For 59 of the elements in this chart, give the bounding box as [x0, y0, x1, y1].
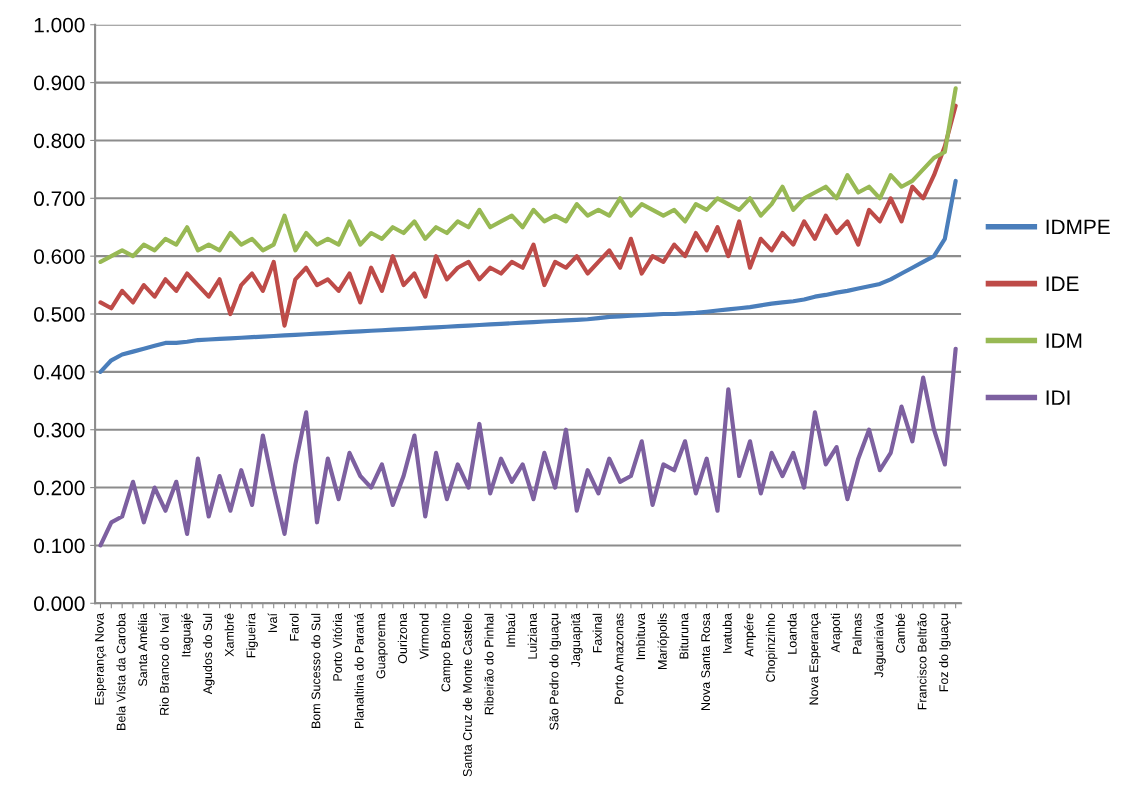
y-tick-label: 0.400	[34, 364, 85, 380]
x-tick-label: Farol	[289, 613, 299, 641]
x-tick-label: Cambé	[895, 613, 905, 653]
y-tick-label: 0.800	[34, 133, 85, 149]
x-tick-label: Nova Esperança	[809, 613, 821, 705]
y-tick-label: 1.000	[34, 17, 85, 33]
x-tick-label: Virmond	[419, 613, 429, 660]
y-tick-label: 0.100	[34, 538, 85, 554]
x-tick-label: Itaguajé	[181, 613, 193, 657]
legend-label: IDMPE	[1046, 219, 1110, 235]
x-tick-label: Jaguapitã	[570, 613, 583, 668]
x-tick-label: Jaguariaíva	[873, 613, 886, 678]
legend-label: IDM	[1046, 333, 1082, 348]
x-tick-label: Porto Vitória	[332, 613, 342, 681]
x-tick-label: Ivatuba	[722, 613, 732, 653]
x-tick-label: Imbaú	[505, 613, 516, 647]
x-tick-label: Bela Vista da Caroba	[116, 613, 126, 730]
line-series	[98, 346, 958, 548]
x-tick-label: Rio Branco do Ivaí	[159, 613, 169, 715]
x-tick-label: Palmas	[852, 613, 862, 654]
x-tick-label: Planaltina do Paraná	[354, 613, 364, 729]
x-tick-label: Luiziana	[527, 613, 537, 659]
x-tick-label: Nova Santa Rosa	[701, 613, 711, 710]
x-tick-label: Campo Bonito	[441, 613, 453, 692]
y-tick-label: 0.200	[34, 480, 85, 496]
y-tick-label: 0.000	[34, 596, 85, 612]
y-tick-label: 0.900	[34, 75, 85, 91]
legend-label: IDI	[1046, 390, 1070, 405]
x-tick-label: São Pedro do Iguaçu	[549, 613, 561, 730]
y-tick-label: 0.700	[34, 191, 85, 207]
x-tick-label: Ribeirão do Pinhal	[484, 613, 494, 715]
x-tick-label: Imbituva	[635, 613, 646, 660]
x-tick-label: Faxinal	[592, 613, 602, 653]
legend-label: IDE	[1046, 276, 1079, 291]
x-tick-label: Agudos do Sul	[202, 613, 215, 695]
y-tick-label: 0.300	[34, 422, 85, 438]
x-tick-label: Ampére	[744, 613, 756, 657]
x-tick-label: Bom Sucesso do Sul	[311, 613, 321, 729]
line-series	[98, 86, 958, 265]
x-tick-label: Chopinzinho	[765, 613, 778, 682]
x-tick-label: Esperança Nova	[95, 613, 107, 705]
x-tick-label: Mariópolis	[657, 613, 670, 669]
x-tick-label: Porto Amazonas	[614, 613, 624, 704]
x-tick-label: Santa Cruz de Monte Castelo	[462, 613, 472, 777]
x-tick-label: Arapoti	[830, 613, 843, 653]
x-tick-label: Loanda	[787, 613, 797, 654]
x-tick-label: Ivaí	[267, 613, 278, 632]
x-tick-label: Xambrê	[224, 613, 234, 657]
x-tick-label: Foz do Iguaçu	[938, 613, 951, 692]
x-tick-label: Figueira	[246, 613, 258, 658]
line-series	[98, 103, 958, 328]
x-tick-label: Ourizona	[397, 613, 407, 664]
y-tick-label: 0.600	[34, 249, 85, 264]
x-tick-label: Bituruna	[679, 613, 689, 659]
x-tick-label: Santa Amélia	[137, 613, 148, 687]
line-series	[98, 178, 958, 374]
x-tick-label: Francisco Beltrão	[917, 613, 927, 710]
y-tick-label: 0.500	[34, 307, 85, 322]
x-tick-label: Guaporema	[376, 613, 388, 679]
